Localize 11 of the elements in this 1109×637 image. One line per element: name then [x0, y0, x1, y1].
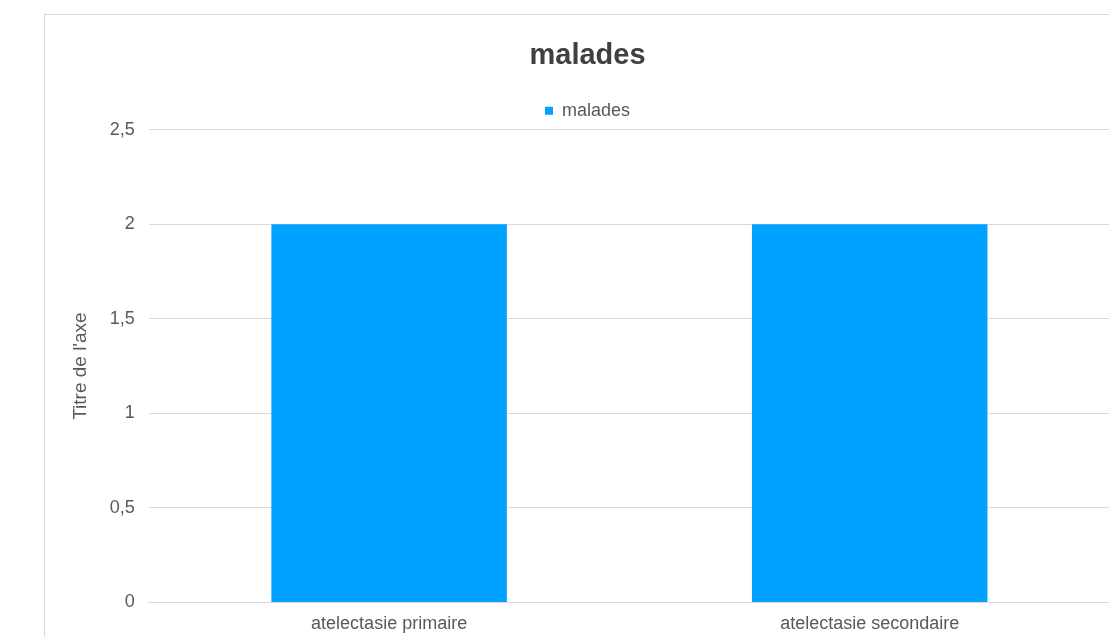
x-tick-label: atelectasie secondaire: [780, 613, 960, 634]
y-tick-label: 1,5: [109, 307, 135, 328]
y-axis-title: Titre de l'axe: [68, 312, 90, 420]
y-tick-label: 2: [124, 213, 135, 234]
legend-label: malades: [561, 99, 631, 120]
chart-title: malades: [529, 38, 646, 71]
y-tick-label: 0,5: [109, 496, 135, 517]
y-tick-label: 0: [124, 591, 135, 612]
y-tick-label: 2,5: [109, 118, 135, 139]
x-tick-label: atelectasie primaire: [311, 613, 468, 634]
y-tick-label: 1: [124, 402, 135, 423]
